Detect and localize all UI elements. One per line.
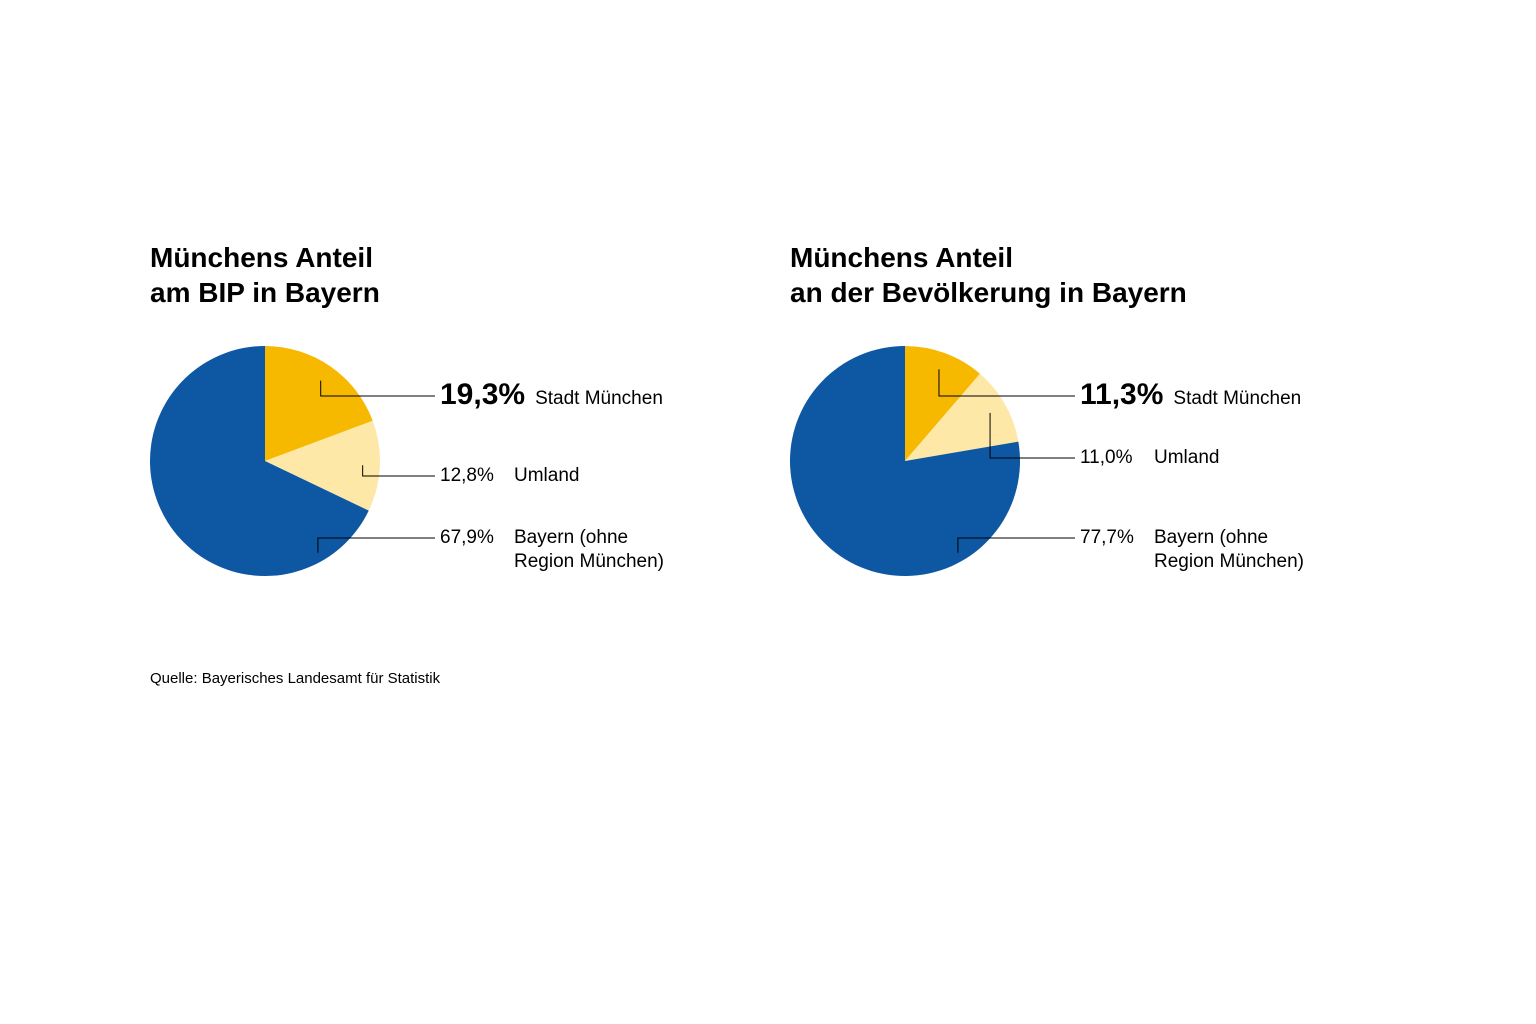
stage: Münchens Anteil am BIP in Bayern 19,3% S…	[0, 0, 1536, 1024]
chart-right-pie-area: 11,3% Stadt München 11,0% Umland 77,7% B…	[790, 346, 1410, 646]
chart-right-pct-1: 11,0%	[1080, 447, 1144, 469]
chart-left-pct-2: 67,9%	[440, 527, 504, 549]
chart-left-lbl-0: Stadt München	[535, 387, 663, 411]
chart-left-pct-0: 19,3%	[440, 378, 525, 412]
chart-right-lbl-2: Bayern (ohne Region München)	[1154, 526, 1304, 574]
chart-right-title-line2: an der Bevölkerung in Bayern	[790, 277, 1187, 308]
chart-left-label-2: 67,9% Bayern (ohne Region München)	[440, 526, 770, 574]
chart-left-label-0: 19,3% Stadt München	[440, 378, 770, 412]
chart-right-pct-2: 77,7%	[1080, 527, 1144, 549]
chart-right-title: Münchens Anteil an der Bevölkerung in Ba…	[790, 240, 1410, 310]
chart-right-label-1: 11,0% Umland	[1080, 446, 1410, 470]
chart-right-lbl-0: Stadt München	[1173, 387, 1301, 411]
chart-left-lbl-1: Umland	[514, 464, 579, 488]
chart-left-title: Münchens Anteil am BIP in Bayern	[150, 240, 770, 310]
chart-right-pct-0: 11,3%	[1080, 378, 1163, 412]
chart-right-lbl-1: Umland	[1154, 446, 1219, 470]
chart-left-label-1: 12,8% Umland	[440, 464, 770, 488]
chart-right-title-line1: Münchens Anteil	[790, 242, 1013, 273]
chart-left: Münchens Anteil am BIP in Bayern 19,3% S…	[150, 240, 770, 646]
chart-left-pct-1: 12,8%	[440, 465, 504, 487]
chart-right: Münchens Anteil an der Bevölkerung in Ba…	[790, 240, 1410, 646]
chart-left-pie-area: 19,3% Stadt München 12,8% Umland 67,9% B…	[150, 346, 770, 646]
chart-left-lbl-2: Bayern (ohne Region München)	[514, 526, 664, 574]
chart-right-label-2: 77,7% Bayern (ohne Region München)	[1080, 526, 1410, 574]
source-text: Quelle: Bayerisches Landesamt für Statis…	[150, 670, 440, 687]
chart-left-title-line2: am BIP in Bayern	[150, 277, 380, 308]
chart-right-label-0: 11,3% Stadt München	[1080, 378, 1410, 412]
chart-left-title-line1: Münchens Anteil	[150, 242, 373, 273]
